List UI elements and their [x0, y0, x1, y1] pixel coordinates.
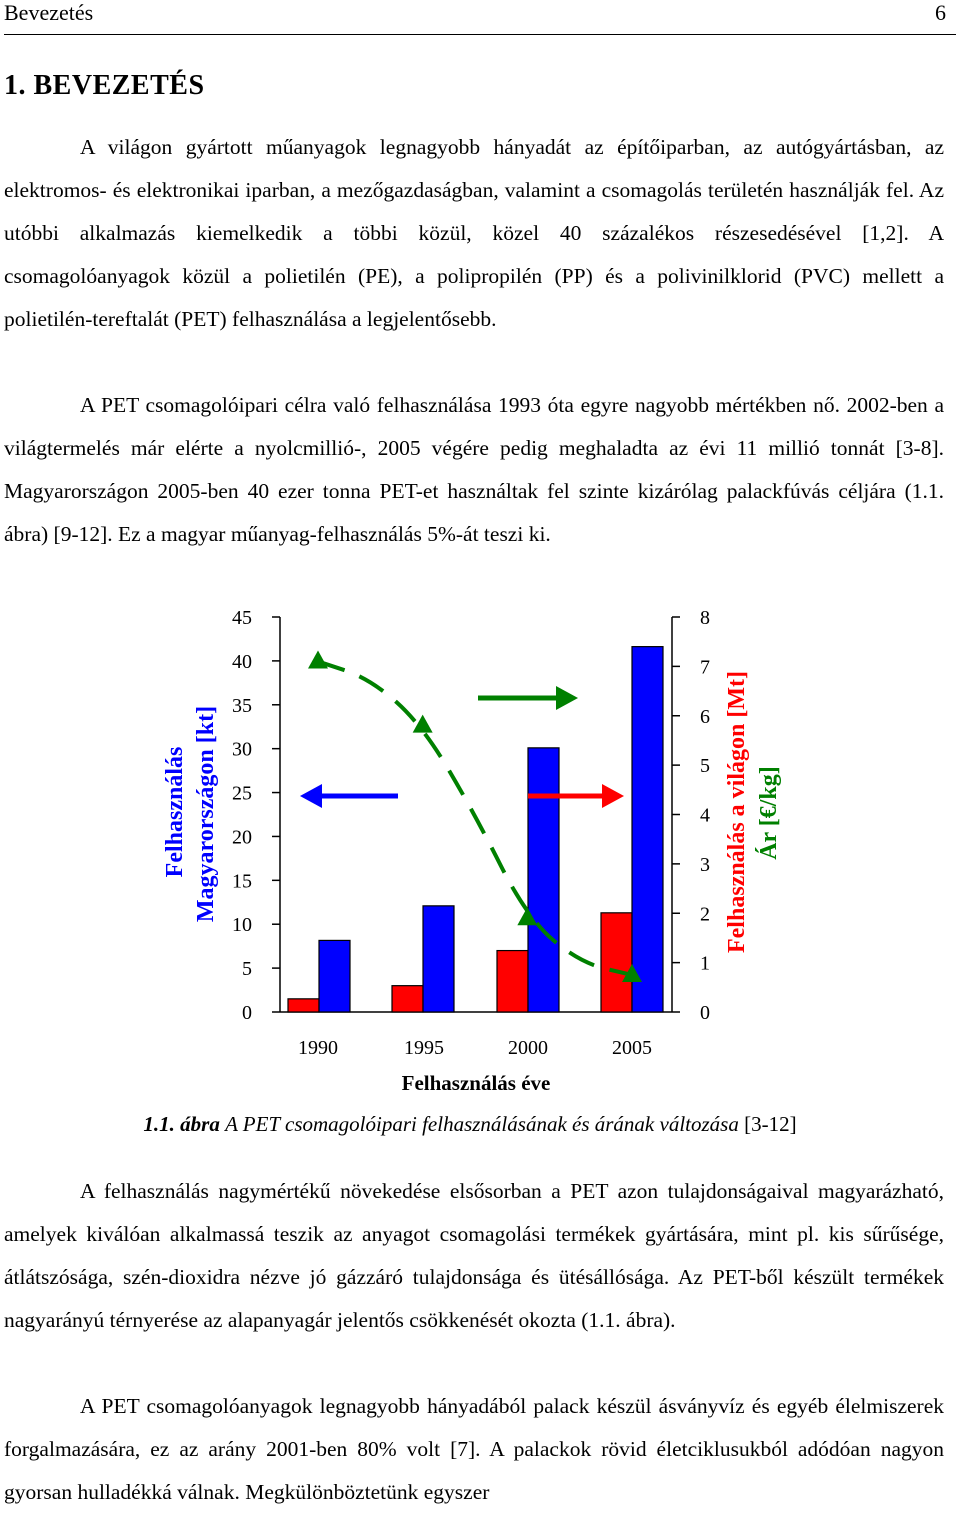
right-tick-label: 8 — [700, 607, 710, 629]
bar-hungary-2000 — [496, 949, 529, 1013]
x-axis-label: Felhasználás éve — [402, 1071, 551, 1095]
figure-caption: 1.1. ábra A PET csomagolóipari felhaszná… — [0, 1112, 940, 1137]
bar-group — [287, 646, 664, 1013]
left-axis-arrowhead — [300, 784, 322, 808]
y-axis-right-label-2: Ár [€/kg] — [756, 766, 782, 860]
x-tick-label: 2000 — [508, 1037, 548, 1059]
left-tick-label: 20 — [232, 826, 252, 848]
price-marker-group — [308, 650, 642, 982]
caption-label: 1.1. ábra — [143, 1112, 220, 1136]
right-axis-arrowhead-red — [602, 784, 624, 808]
right-tick-label: 4 — [700, 805, 710, 827]
paragraph-1: A világon gyártott műanyagok legnagyobb … — [4, 135, 944, 331]
left-tick-label: 45 — [232, 607, 252, 629]
price-marker-2000 — [517, 907, 538, 926]
paragraph-4: A PET csomagolóanyagok legnagyobb hányad… — [4, 1394, 944, 1504]
y-axis-right-label-1: Felhasználás a világon [Mt] — [724, 671, 750, 953]
y-axis-left-label-2: Magyarországon [kt] — [193, 706, 219, 922]
page-header: Bevezetés 6 — [4, 0, 956, 35]
left-tick-label: 0 — [242, 1002, 252, 1024]
right-tick-label: 6 — [700, 706, 710, 728]
left-tick-label: 10 — [232, 914, 252, 936]
x-tick-label: 1995 — [404, 1037, 444, 1059]
price-marker-2005 — [622, 963, 642, 982]
bar-hungary-2005 — [600, 912, 633, 1013]
bar-world-2005 — [631, 646, 664, 1013]
left-tick-group: 0 5 10 15 20 25 30 35 40 45 — [232, 607, 280, 1024]
bar-hungary-1995 — [391, 985, 424, 1013]
right-tick-label: 7 — [700, 656, 710, 678]
y-axis-left-label-1: Felhasználás — [162, 747, 188, 878]
left-tick-label: 5 — [242, 958, 252, 980]
right-tick-label: 1 — [700, 953, 710, 975]
left-tick-label: 40 — [232, 651, 252, 673]
right-tick-label: 2 — [700, 903, 710, 925]
chapter-heading: 1. BEVEZETÉS — [4, 70, 205, 101]
x-tick-label: 2005 — [612, 1037, 652, 1059]
paragraph-2: A PET csomagolóipari célra való felhaszn… — [4, 393, 944, 546]
bar-world-1990 — [318, 939, 351, 1013]
bar-world-2000 — [527, 747, 560, 1013]
x-tick-label: 1990 — [298, 1037, 338, 1059]
right-tick-group: 0 1 2 3 4 5 6 7 8 — [672, 607, 710, 1024]
paragraph-3: A felhasználás nagymértékű növekedése el… — [4, 1179, 944, 1332]
right-tick-label: 5 — [700, 755, 710, 777]
left-tick-label: 25 — [232, 783, 252, 805]
x-tick-group: 1990 1995 2000 2005 — [298, 1037, 652, 1059]
left-tick-label: 35 — [232, 695, 252, 717]
bar-world-1995 — [422, 905, 455, 1013]
left-tick-label: 15 — [232, 870, 252, 892]
running-head: Bevezetés — [4, 0, 94, 25]
price-marker-1990 — [308, 650, 328, 669]
caption-title: A PET csomagolóipari felhasználásának és… — [225, 1112, 739, 1136]
bar-hungary-1990 — [287, 998, 320, 1013]
right-tick-label: 0 — [700, 1002, 710, 1024]
price-line — [317, 659, 633, 977]
right-axis-arrowhead-green — [556, 686, 578, 710]
caption-ref: [3-12] — [744, 1112, 797, 1136]
page-number: 6 — [935, 0, 946, 25]
price-marker-1995 — [412, 714, 433, 733]
left-tick-label: 30 — [232, 739, 252, 761]
right-tick-label: 3 — [700, 854, 710, 876]
